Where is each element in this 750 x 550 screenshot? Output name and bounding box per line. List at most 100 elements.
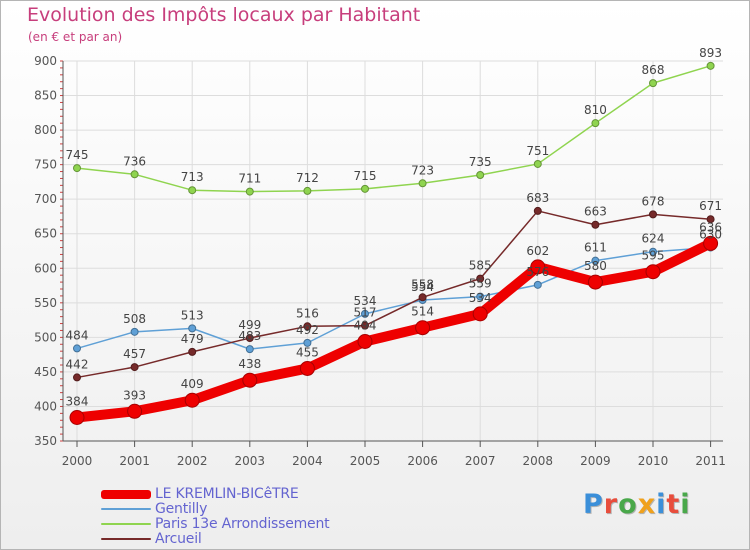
data-point	[476, 292, 485, 301]
legend-label: Gentilly	[155, 501, 208, 517]
x-tick-label: 2010	[638, 454, 669, 468]
data-label: 671	[699, 199, 722, 213]
data-label: 678	[642, 194, 665, 208]
legend-label: Paris 13e Arrondissement	[155, 516, 330, 532]
data-point	[303, 186, 312, 195]
series-line	[76, 210, 712, 379]
data-label: 384	[66, 395, 89, 409]
series-Paris 13e Arrondissement	[73, 61, 715, 196]
y-tick-label: 700	[34, 192, 57, 206]
data-point	[188, 324, 197, 333]
x-tick-label: 2011	[695, 454, 726, 468]
y-tick-label: 350	[34, 434, 57, 448]
data-label: 611	[584, 241, 607, 255]
data-label: 715	[354, 169, 377, 183]
axes: 350 400 450 500 550 600 650 700 750 800 850 900 2000…	[34, 54, 726, 468]
data-label: 534	[469, 291, 492, 305]
data-label: 499	[238, 318, 261, 332]
x-tick-label: 2002	[177, 454, 208, 468]
data-label: 580	[584, 259, 607, 273]
x-tick-label: 2004	[292, 454, 323, 468]
data-point	[418, 179, 427, 188]
x-tick-label: 2008	[523, 454, 554, 468]
data-label: 868	[642, 63, 665, 77]
data-label: 810	[584, 103, 607, 117]
data-label: 745	[66, 148, 89, 162]
data-point	[73, 164, 81, 173]
data-point	[361, 309, 369, 318]
x-tick-label: 2005	[350, 454, 381, 468]
data-label: 492	[296, 323, 319, 337]
data-label: 514	[411, 305, 434, 319]
x-tick-label: 2007	[465, 454, 496, 468]
data-label: 455	[296, 345, 319, 359]
data-point	[73, 344, 81, 353]
y-tick-label: 800	[34, 123, 57, 137]
series-Arcueil	[73, 206, 715, 382]
y-tick-label: 750	[34, 158, 57, 172]
legend-label: LE KREMLIN-BICêTRE	[155, 486, 299, 502]
legend-label: Arcueil	[155, 531, 202, 547]
data-point	[242, 372, 258, 388]
data-label: 393	[123, 388, 146, 402]
data-point	[188, 186, 197, 195]
data-label: 494	[354, 319, 377, 333]
data-point	[476, 171, 485, 179]
data-label: 735	[469, 155, 492, 169]
legend-item-kremlin-bicetre: LE KREMLIN-BICêTRE	[101, 486, 299, 502]
data-label: 595	[642, 249, 665, 263]
legend-item-gentilly: Gentilly	[101, 501, 207, 517]
data-label: 585	[469, 259, 492, 273]
logo-letter: i	[680, 489, 691, 520]
data-label: 479	[181, 332, 204, 346]
data-label: 636	[699, 220, 722, 234]
data-point	[357, 334, 373, 350]
data-point	[130, 170, 139, 179]
data-point	[245, 345, 254, 354]
data-label: 442	[66, 357, 89, 371]
data-label: 554	[411, 280, 434, 294]
y-tick-label: 500	[34, 330, 57, 344]
data-label: 711	[238, 172, 261, 186]
data-point	[73, 373, 81, 382]
data-label: 513	[181, 308, 204, 322]
data-point	[703, 235, 719, 251]
data-label: 517	[354, 306, 377, 320]
y-tick-label: 450	[34, 365, 57, 379]
x-tick-label: 2006	[407, 454, 438, 468]
x-tick-label: 2000	[62, 454, 93, 468]
data-point	[361, 321, 369, 330]
data-label: 534	[354, 294, 377, 308]
data-label: 484	[66, 328, 89, 342]
data-point	[184, 392, 200, 408]
x-tick-label: 2001	[119, 454, 150, 468]
data-point	[587, 274, 603, 290]
data-point	[530, 259, 546, 275]
data-point	[299, 360, 315, 376]
series-line	[76, 65, 712, 193]
data-label: 438	[238, 357, 261, 371]
logo-letter: P	[583, 489, 604, 520]
data-point	[303, 338, 312, 347]
data-label: 457	[123, 347, 146, 361]
data-label: 713	[181, 170, 204, 184]
data-point	[69, 410, 85, 426]
data-point	[649, 210, 657, 219]
series-Gentilly	[73, 243, 715, 354]
data-label: 508	[123, 312, 146, 326]
y-tick-label: 600	[34, 261, 57, 275]
legend-item-arcueil: Arcueil	[101, 531, 202, 547]
data-label: 712	[296, 171, 319, 185]
data-point	[649, 247, 657, 256]
legend-item-paris-13e: Paris 13e Arrondissement	[101, 516, 330, 532]
x-tick-label: 2003	[235, 454, 266, 468]
logo-letter: r	[603, 489, 619, 520]
data-point	[361, 184, 369, 193]
data-point	[591, 220, 600, 229]
series-lines	[69, 61, 719, 426]
data-label: 751	[526, 144, 549, 158]
data-label: 683	[526, 191, 549, 205]
legend-swatch	[101, 508, 151, 510]
